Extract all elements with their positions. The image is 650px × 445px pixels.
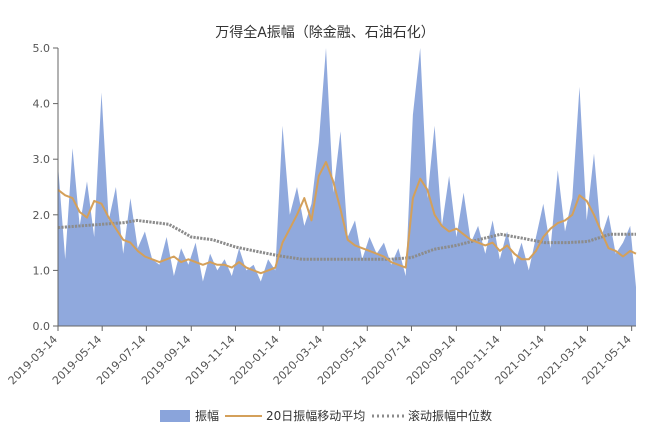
legend-swatch-amplitude[interactable] — [160, 410, 190, 422]
y-tick-label: 0.0 — [33, 320, 51, 333]
legend-label-median[interactable]: 滚动振幅中位数 — [408, 408, 492, 423]
y-tick-label: 1.0 — [33, 264, 51, 277]
y-tick-label: 5.0 — [33, 42, 51, 55]
legend-label-ma20[interactable]: 20日振幅移动平均 — [266, 408, 365, 423]
y-tick-label: 3.0 — [33, 153, 51, 166]
chart-title: 万得全A振幅（除金融、石油石化） — [215, 24, 435, 41]
ma20-line — [57, 161, 637, 275]
y-tick-label: 2.0 — [33, 209, 51, 222]
median-line — [57, 218, 636, 261]
legend[interactable]: 振幅 20日振幅移动平均 滚动振幅中位数 — [160, 408, 492, 423]
y-tick-label: 4.0 — [33, 98, 51, 111]
legend-label-amplitude[interactable]: 振幅 — [195, 408, 219, 423]
amplitude-area — [58, 48, 636, 326]
plot-area — [57, 48, 637, 326]
